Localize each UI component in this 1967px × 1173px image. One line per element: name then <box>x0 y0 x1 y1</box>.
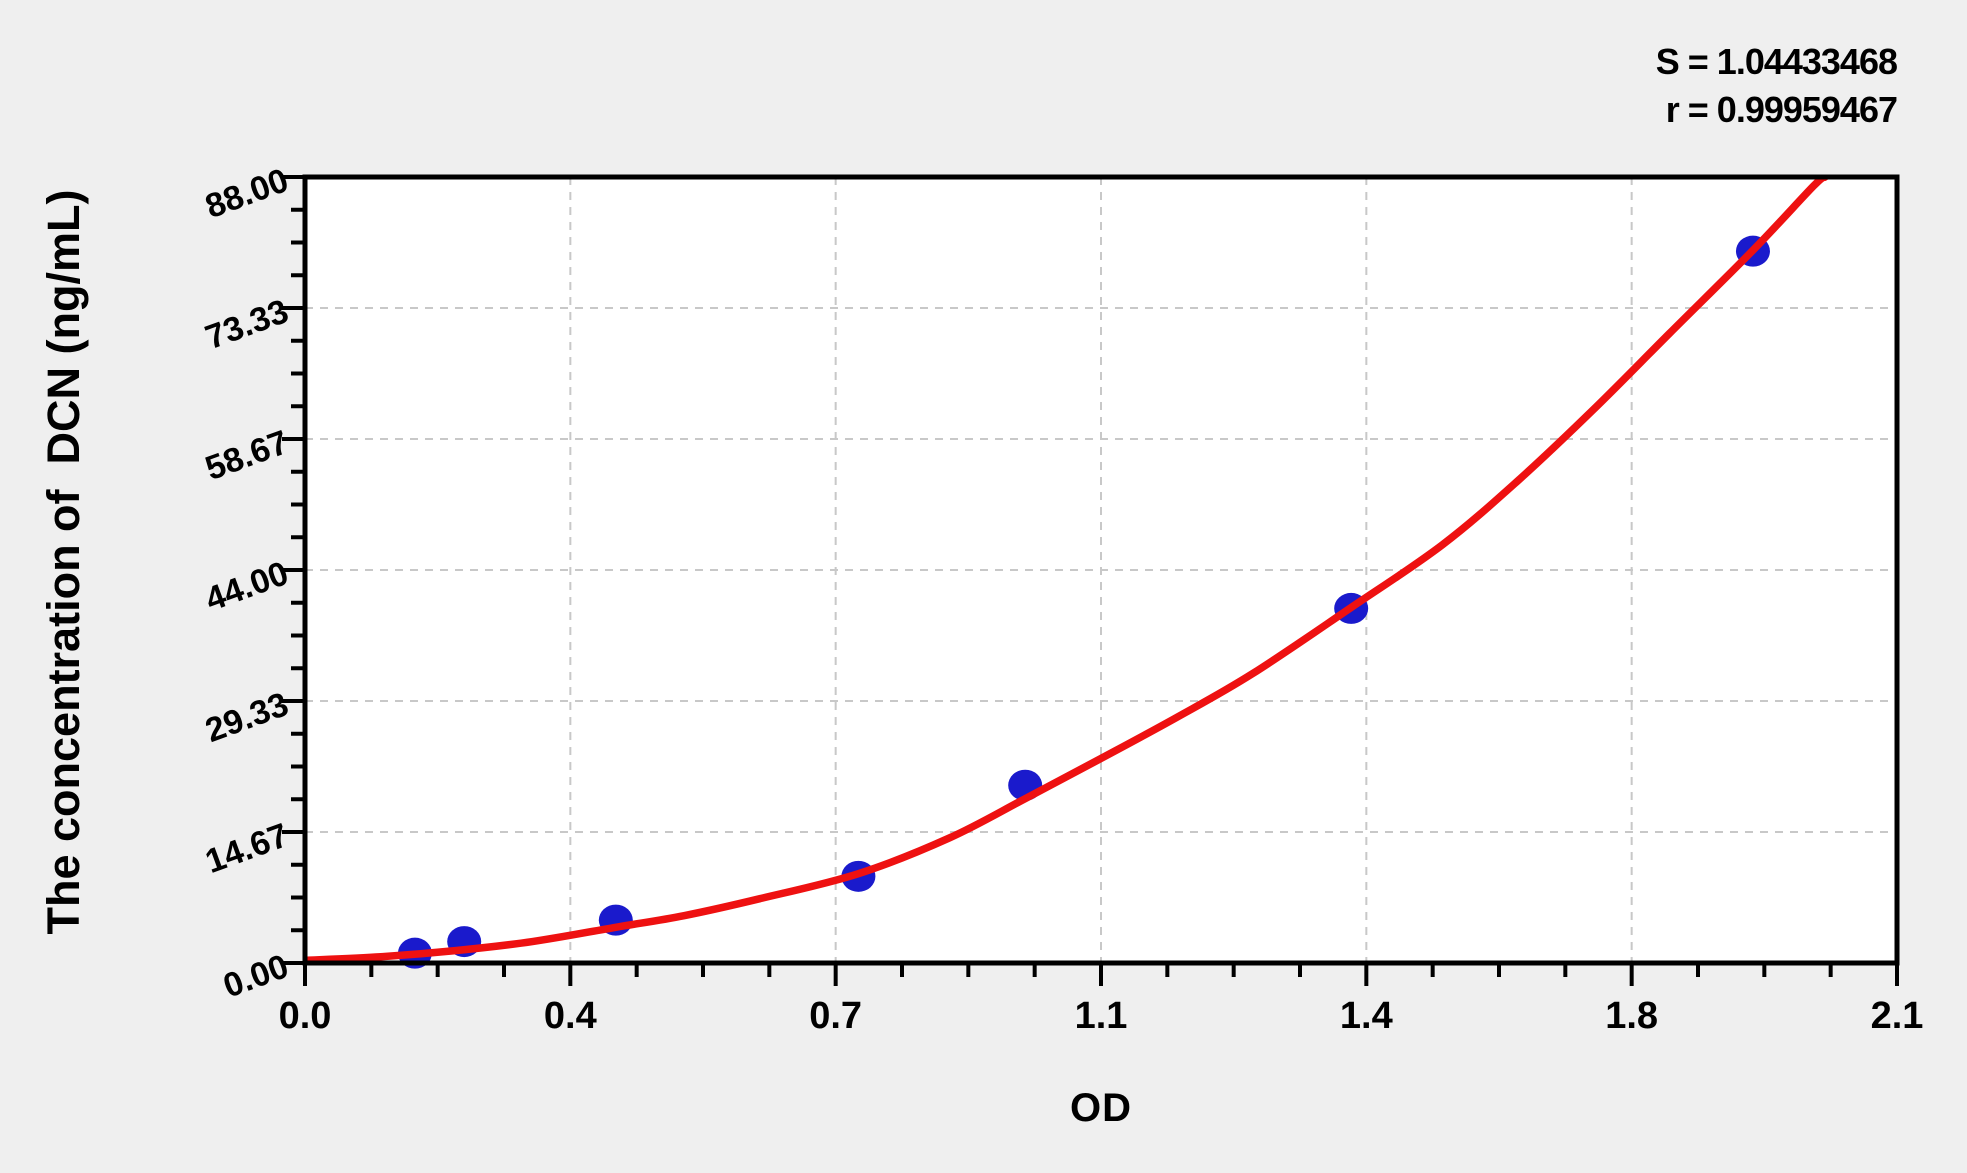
x-axis-title: OD <box>1070 1086 1132 1130</box>
fit-statistics: S = 1.04433468 r = 0.99959467 <box>1655 38 1898 134</box>
fit-curve <box>305 177 1831 965</box>
fit-r-value: r = 0.99959467 <box>1665 89 1898 130</box>
y-axis-title: The concentration of DCN (ng/mL) <box>38 189 89 935</box>
plot-frame <box>302 174 1900 966</box>
fit-s-value: S = 1.04433468 <box>1655 41 1898 82</box>
